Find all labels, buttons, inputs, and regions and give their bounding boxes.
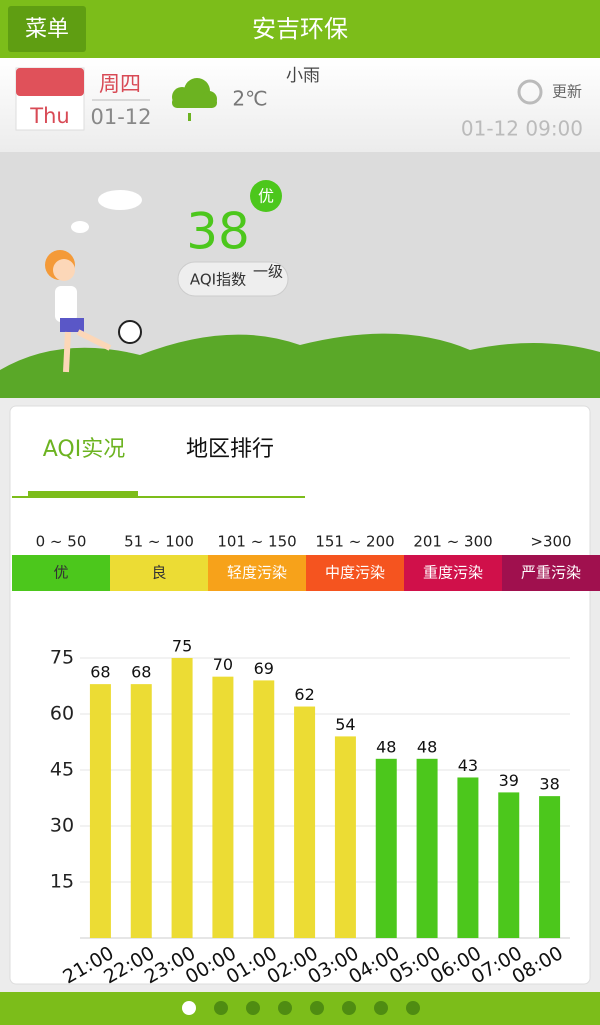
hill bbox=[0, 333, 600, 398]
cloud-icon bbox=[172, 78, 217, 121]
tab-active[interactable]: AQI实况 bbox=[43, 437, 125, 462]
small-clouds bbox=[71, 190, 142, 233]
data-label: 75 bbox=[172, 637, 192, 656]
bar bbox=[253, 680, 275, 938]
scale-label: 良 bbox=[151, 564, 166, 582]
tab-indicator bbox=[28, 491, 138, 496]
aqi-grade: 一级 bbox=[253, 263, 283, 281]
card bbox=[9, 405, 591, 985]
condition: 小雨 bbox=[286, 66, 320, 86]
y-tick-label: 30 bbox=[50, 815, 74, 837]
date: 01-12 bbox=[90, 105, 151, 129]
weekday: 周四 bbox=[99, 72, 141, 96]
data-label: 48 bbox=[417, 737, 437, 756]
scale-band bbox=[110, 555, 208, 591]
scale-range: 0 ~ 50 bbox=[36, 533, 87, 551]
data-label: 38 bbox=[539, 775, 559, 794]
bar bbox=[171, 658, 193, 938]
calendar-top bbox=[16, 68, 84, 96]
bar bbox=[498, 792, 520, 938]
y-tick-label: 60 bbox=[50, 703, 74, 725]
weekday-en: Thu bbox=[29, 104, 69, 128]
data-label: 39 bbox=[499, 771, 519, 790]
bar bbox=[457, 777, 479, 938]
scale-label: 轻度污染 bbox=[227, 564, 287, 582]
scale-label: 重度污染 bbox=[423, 564, 483, 582]
aqi-value: 38 bbox=[186, 203, 250, 261]
scale-band bbox=[502, 555, 600, 591]
data-label: 70 bbox=[213, 655, 233, 674]
level-badge bbox=[250, 180, 282, 212]
menu-label[interactable]: 菜单 bbox=[25, 17, 69, 42]
bar bbox=[212, 676, 234, 938]
aqi-label: AQI指数 bbox=[190, 271, 246, 289]
scale-range: 201 ~ 300 bbox=[413, 533, 492, 551]
bar bbox=[375, 758, 397, 938]
scale-range: >300 bbox=[530, 533, 571, 551]
bar bbox=[334, 736, 356, 938]
bar bbox=[89, 684, 111, 938]
tab-line bbox=[12, 496, 305, 498]
data-label: 48 bbox=[376, 737, 396, 756]
aqi-scale: 0 ~ 50 优 51 ~ 100 良 101 ~ 150 轻度污染 151 ~ 200 中度… bbox=[12, 533, 600, 591]
data-label: 68 bbox=[90, 663, 110, 682]
tab[interactable]: 地区排行 bbox=[186, 437, 274, 462]
aqi-level: 优 bbox=[258, 187, 274, 206]
scale-label: 严重污染 bbox=[521, 564, 581, 582]
scale-range: 101 ~ 150 bbox=[217, 533, 296, 551]
refresh-icon[interactable] bbox=[517, 79, 543, 105]
bar bbox=[416, 758, 438, 938]
scale-label: 优 bbox=[53, 564, 68, 582]
y-tick-label: 15 bbox=[50, 871, 74, 893]
data-label: 54 bbox=[335, 715, 355, 734]
data-label: 43 bbox=[458, 756, 478, 775]
temperature: 2℃ bbox=[232, 87, 267, 111]
bar bbox=[294, 706, 316, 938]
bar bbox=[539, 796, 561, 938]
bar bbox=[130, 684, 152, 938]
header-bar bbox=[0, 0, 600, 58]
y-tick-label: 75 bbox=[50, 647, 74, 669]
refresh-label[interactable]: 更新 bbox=[552, 83, 582, 101]
scale-range: 151 ~ 200 bbox=[315, 533, 394, 551]
data-label: 62 bbox=[294, 685, 314, 704]
footer-bar bbox=[0, 992, 600, 1025]
page-dots bbox=[182, 1001, 420, 1015]
scale-range: 51 ~ 100 bbox=[124, 533, 194, 551]
y-tick-label: 45 bbox=[50, 759, 74, 781]
girl-illustration bbox=[45, 250, 142, 373]
scale-label: 中度污染 bbox=[325, 564, 385, 582]
scale-band bbox=[404, 555, 502, 591]
weather-strip bbox=[0, 58, 600, 152]
menu-button[interactable] bbox=[8, 6, 86, 52]
scale-band bbox=[12, 555, 110, 591]
scale-band bbox=[306, 555, 404, 591]
data-label: 69 bbox=[254, 659, 274, 678]
app-title: 安吉环保 bbox=[252, 15, 348, 43]
scale-band bbox=[208, 555, 306, 591]
updated-time: 01-12 09:00 bbox=[461, 117, 583, 141]
data-label: 68 bbox=[131, 663, 151, 682]
aqi-bubble bbox=[177, 261, 289, 297]
